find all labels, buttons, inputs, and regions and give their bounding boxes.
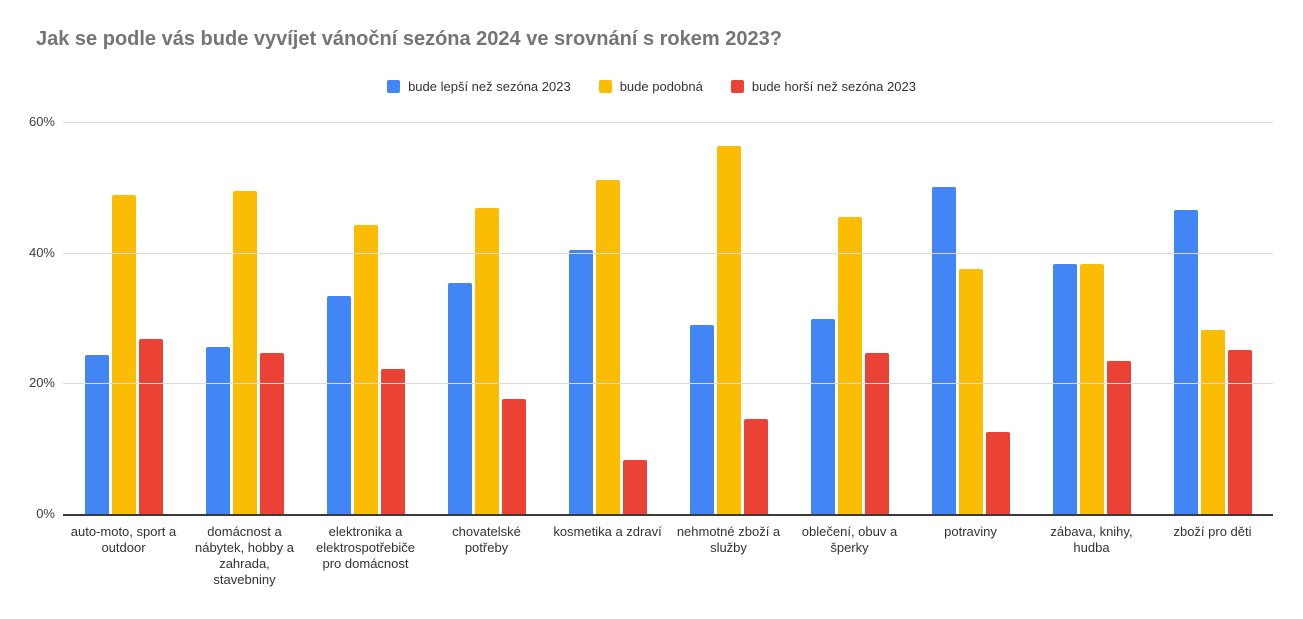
- bar-s1-c6[interactable]: [837, 216, 862, 514]
- bar-group-6: oblečení, obuv a šperky: [789, 122, 910, 555]
- bar-group-7: potraviny: [910, 122, 1031, 539]
- x-axis-tick-label: oblečení, obuv a šperky: [801, 524, 898, 555]
- legend-item-label: bude lepší než sezóna 2023: [408, 79, 571, 94]
- bar-s1-c4[interactable]: [595, 180, 620, 514]
- bar-s0-c9[interactable]: [1173, 209, 1198, 514]
- bar-group-9: zboží pro děti: [1152, 122, 1273, 539]
- bar-s1-c8[interactable]: [1079, 264, 1104, 514]
- bar-groups: auto-moto, sport a outdoor domácnost a ná…: [63, 122, 1273, 587]
- bar-s2-c4[interactable]: [622, 459, 647, 514]
- x-axis-tick-label: nehmotné zboží a služby: [676, 524, 781, 555]
- x-axis-tick-label: domácnost a nábytek, hobby a zahrada, st…: [194, 524, 295, 587]
- bar-s0-c0[interactable]: [84, 354, 109, 514]
- bar-s2-c2[interactable]: [380, 369, 405, 514]
- legend-swatch-icon: [730, 80, 744, 93]
- bar-s1-c1[interactable]: [232, 191, 257, 514]
- y-axis-tick-label: 0%: [36, 506, 55, 521]
- x-axis-tick-label: elektronika a elektrospotřebiče pro domá…: [316, 524, 415, 571]
- gridline-20%: [63, 383, 1273, 385]
- bar-s0-c1[interactable]: [205, 346, 230, 514]
- gridline-60%: [63, 122, 1273, 123]
- y-axis-tick-label: 20%: [28, 375, 55, 391]
- bar-s1-c7[interactable]: [958, 269, 983, 514]
- bar-s2-c6[interactable]: [864, 353, 889, 514]
- x-axis-tick-label: chovatelské potřeby: [452, 524, 521, 555]
- legend-swatch-icon: [598, 80, 612, 93]
- bar-s1-c2[interactable]: [353, 224, 378, 514]
- gridline-40%: [63, 252, 1273, 254]
- bar-s0-c5[interactable]: [689, 324, 714, 514]
- bar-s2-c0[interactable]: [138, 338, 163, 514]
- y-axis-tick-label: 60%: [28, 114, 55, 129]
- x-axis-tick-label: potraviny: [944, 524, 997, 539]
- bar-group-8: zábava, knihy, hudba: [1031, 122, 1152, 555]
- bar-group-5: nehmotné zboží a služby: [668, 122, 789, 555]
- x-axis-tick-label: kosmetika a zdraví: [553, 524, 662, 539]
- bar-group-1: domácnost a nábytek, hobby a zahrada, st…: [184, 122, 305, 587]
- legend-swatch-icon: [387, 80, 401, 93]
- bar-s2-c1[interactable]: [259, 352, 284, 514]
- x-axis-tick-label: auto-moto, sport a outdoor: [70, 524, 177, 555]
- bar-group-3: chovatelské potřeby: [426, 122, 547, 555]
- legend-item-1[interactable]: bude podobná: [598, 79, 703, 94]
- bar-group-4: kosmetika a zdraví: [547, 122, 668, 539]
- bar-s2-c8[interactable]: [1106, 360, 1131, 514]
- bar-s1-c0[interactable]: [111, 195, 136, 514]
- bar-s0-c2[interactable]: [326, 296, 351, 514]
- legend-item-0[interactable]: bude lepší než sezóna 2023: [387, 79, 571, 94]
- x-axis-tick-label: zábava, knihy, hudba: [1050, 524, 1133, 555]
- bar-s2-c3[interactable]: [501, 399, 526, 514]
- chart-title: Jak se podle vás bude vyvíjet vánoční se…: [36, 28, 782, 50]
- x-axis-tick-label: zboží pro děti: [1173, 524, 1252, 539]
- bar-s1-c3[interactable]: [474, 208, 499, 514]
- bar-group-2: elektronika a elektrospotřebiče pro domá…: [305, 122, 426, 571]
- legend-item-label: bude podobná: [619, 79, 703, 94]
- plot-area: auto-moto, sport a outdoor domácnost a ná…: [63, 122, 1273, 587]
- bar-s2-c5[interactable]: [743, 419, 768, 514]
- bar-s1-c9[interactable]: [1200, 330, 1225, 514]
- bar-s0-c6[interactable]: [810, 319, 835, 514]
- bar-group-0: auto-moto, sport a outdoor: [63, 122, 184, 555]
- bar-s1-c5[interactable]: [716, 145, 741, 514]
- bar-s0-c3[interactable]: [447, 283, 472, 514]
- bar-s0-c8[interactable]: [1052, 264, 1077, 514]
- y-axis-tick-label: 40%: [28, 244, 55, 260]
- bar-s2-c7[interactable]: [985, 432, 1010, 514]
- legend: bude lepší než sezóna 2023 bude podobná bu…: [0, 79, 1303, 94]
- bar-s2-c9[interactable]: [1227, 350, 1252, 514]
- bar-s0-c4[interactable]: [568, 250, 593, 514]
- legend-item-label: bude horší než sezóna 2023: [751, 79, 916, 94]
- legend-item-2[interactable]: bude horší než sezóna 2023: [730, 79, 916, 94]
- bar-s0-c7[interactable]: [931, 187, 956, 514]
